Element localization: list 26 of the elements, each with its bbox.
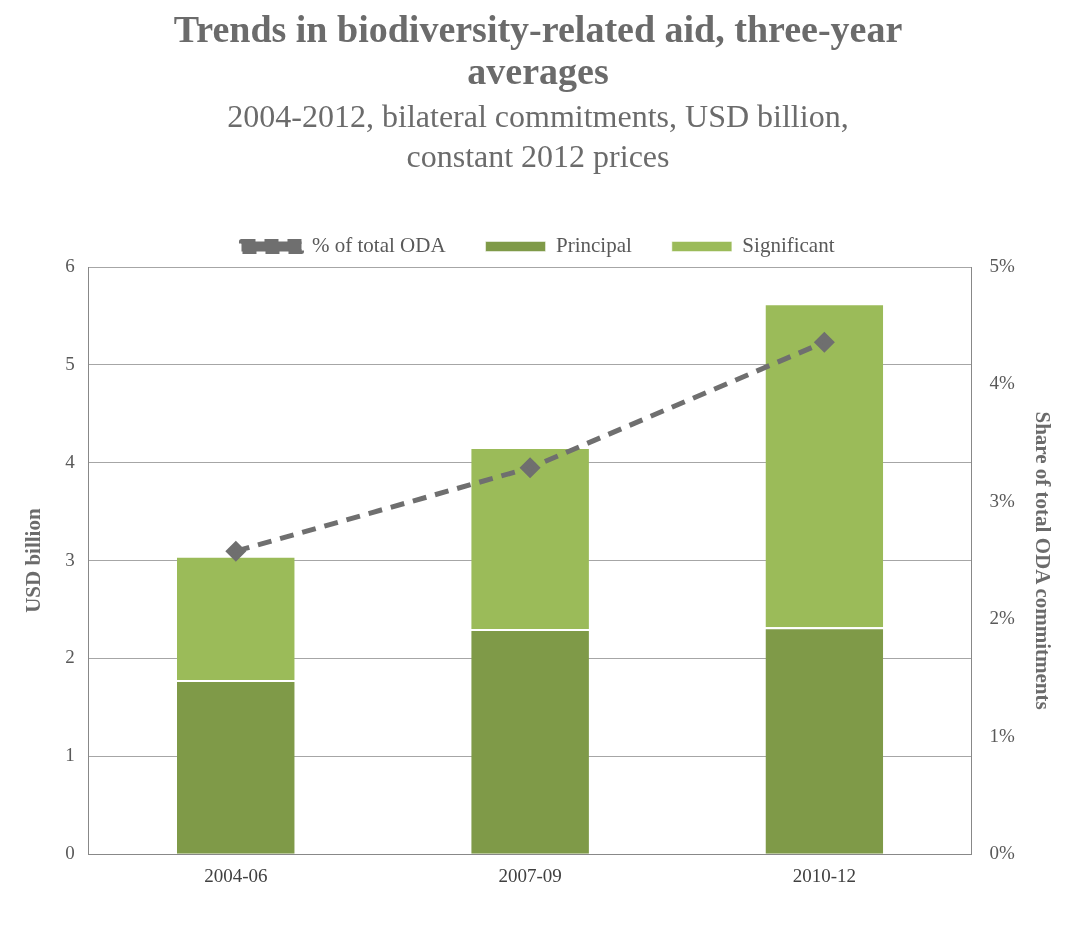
y2-tick-label: 5% [989, 254, 1015, 276]
y-tick-label: 3 [65, 548, 75, 570]
point [814, 332, 834, 352]
legend-label: Significant [742, 233, 835, 258]
point [226, 541, 246, 561]
y-tick-label: 6 [65, 254, 75, 276]
y-tick-label: 1 [65, 744, 75, 766]
legend-label: % of total ODA [311, 233, 447, 258]
y2-tick-label: 2% [989, 607, 1015, 629]
y-tick-label: 4 [65, 450, 76, 472]
y-tick-label: 0 [65, 842, 75, 864]
legend-label: Principal [556, 233, 633, 258]
y-tick-label: 2 [65, 646, 75, 668]
y2-tick-label: 0% [989, 842, 1015, 864]
x-tick-label: 2010-12 [792, 864, 857, 886]
y2-tick-label: 1% [989, 724, 1015, 746]
chart-subtitle: 2004-2012, bilateral commitments, USD billion, constant 2012 prices [226, 97, 850, 176]
y2-axis-title: Share of total ODA commitments [1030, 411, 1055, 710]
x-tick-label: 2007-09 [498, 864, 562, 886]
y2-tick-label: 3% [989, 489, 1015, 511]
y2-tick-label: 4% [989, 372, 1015, 394]
x-tick-label: 2004-06 [204, 864, 268, 886]
point [520, 458, 540, 478]
y-tick-label: 5 [65, 352, 75, 374]
chart-title: Trends in biodiversity-related aid, three-year averages [172, 8, 904, 92]
y-axis-title: USD billion [21, 508, 46, 613]
